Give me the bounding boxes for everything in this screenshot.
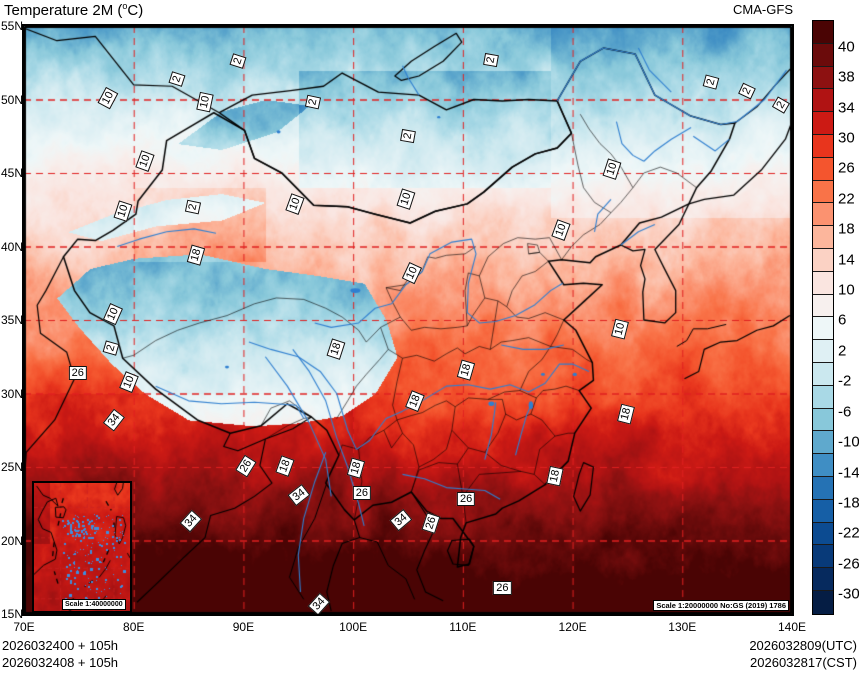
lat-tick-20: 20N	[1, 533, 24, 548]
colorbar-swatch-16	[813, 385, 833, 409]
lat-tick-25: 25N	[1, 460, 24, 474]
contour-label-2-2: 2	[483, 52, 500, 67]
colorbar-swatch-7	[813, 180, 833, 204]
lat-tick-15: 15N	[1, 607, 24, 621]
colorbar-swatch-5	[813, 134, 833, 158]
colorbar-swatch-14	[813, 340, 833, 363]
colorbar-swatch-11	[813, 271, 833, 295]
colorbar-label-10: 10	[838, 281, 855, 299]
colorbar-swatch-20	[813, 476, 833, 500]
colorbar-swatch-0	[813, 21, 833, 44]
colorbar-swatch-8	[813, 203, 833, 227]
colorbar-label-neg18: -18	[838, 494, 859, 512]
contour-label-2-13: 2	[184, 199, 202, 215]
colorbar-swatch-4	[813, 112, 833, 135]
colorbar-label-26: 26	[838, 159, 855, 177]
colorbar-swatch-1	[813, 43, 833, 67]
lat-tick-50: 50N	[1, 92, 24, 107]
colorbar-label-14: 14	[838, 251, 855, 269]
lat-tick-30: 30N	[1, 386, 24, 401]
colorbar-swatch-17	[813, 408, 833, 432]
lon-tick-90: 90E	[232, 620, 255, 634]
temperature-colorbar[interactable]	[812, 20, 834, 615]
colorbar-swatch-15	[813, 362, 833, 386]
valid-time-cst: 2026032817(CST)	[750, 655, 857, 670]
inset-raster	[34, 483, 130, 611]
south-china-sea-inset: Scale 1:40000000	[32, 481, 132, 613]
colorbar-label-neg14: -14	[838, 464, 859, 481]
colorbar-label-6: 6	[838, 311, 847, 329]
valid-time-utc: 2026032809(UTC)	[749, 638, 857, 653]
lat-tick-40: 40N	[1, 239, 24, 254]
colorbar-swatch-10	[813, 248, 833, 272]
model-label: CMA-GFS	[733, 2, 793, 17]
contour-label-2-7: 2	[400, 129, 416, 144]
contour-label-26-37: 26	[352, 486, 372, 501]
colorbar-label-40: 40	[838, 38, 855, 56]
lat-tick-55: 55N	[1, 19, 24, 33]
colorbar-label-2: 2	[838, 342, 847, 360]
lon-tick-70: 70E	[13, 620, 35, 634]
lat-tick-45: 45N	[1, 166, 24, 180]
page-title: Temperature 2M (oC)	[4, 1, 143, 19]
colorbar-label-neg10: -10	[838, 433, 859, 451]
colorbar-label-34: 34	[838, 99, 855, 117]
colorbar-swatch-13	[813, 317, 833, 341]
colorbar-swatch-6	[813, 157, 833, 181]
map-scale-label: Scale 1:20000000 No:GS (2019) 1786	[653, 600, 789, 611]
colorbar-swatch-23	[813, 545, 833, 569]
contour-label-26-22: 26	[68, 365, 87, 380]
colorbar-swatch-2	[813, 66, 833, 90]
init-time-utc: 2026032400 + 105h	[2, 638, 119, 653]
colorbar-swatch-21	[813, 499, 833, 523]
lon-tick-80: 80E	[123, 620, 145, 634]
colorbar-swatch-9	[813, 226, 833, 249]
page-title-unit: C)	[127, 2, 144, 19]
colorbar-swatch-25	[813, 590, 833, 614]
colorbar-swatch-22	[813, 522, 833, 546]
colorbar-label-22: 22	[838, 190, 855, 208]
contour-label-26-38: 26	[457, 492, 476, 507]
temperature-raster	[24, 26, 792, 614]
colorbar-label-30: 30	[838, 129, 855, 147]
contour-label-26-40: 26	[493, 580, 512, 595]
header-bar: Temperature 2M (oC) CMA-GFS	[0, 0, 859, 22]
colorbar-swatch-24	[813, 568, 833, 591]
lon-tick-100: 100E	[339, 620, 368, 634]
inset-scale-label: Scale 1:40000000	[62, 599, 126, 610]
colorbar-label-neg30: -30	[838, 585, 859, 603]
colorbar-label-neg2: -2	[838, 372, 852, 390]
init-time-cst: 2026032408 + 105h	[2, 655, 119, 670]
temperature-map[interactable]: 2 2 2 2 2 2 2 2 10 10 10 10 10 2 10 10 18 10 10 10 10 2 26 10 34…	[22, 24, 794, 616]
colorbar-swatch-12	[813, 294, 833, 318]
colorbar-label-38: 38	[838, 68, 855, 86]
lon-tick-140: 140E	[777, 620, 807, 634]
colorbar-swatch-18	[813, 431, 833, 455]
lon-tick-110: 110E	[449, 620, 477, 634]
lon-tick-130: 130E	[668, 620, 697, 634]
colorbar-swatch-3	[813, 89, 833, 113]
degree-symbol: o	[122, 1, 128, 11]
page-title-text: Temperature 2M (	[4, 2, 123, 19]
colorbar-label-neg6: -6	[838, 403, 852, 421]
colorbar-label-neg26: -26	[838, 555, 859, 573]
lat-tick-35: 35N	[1, 313, 24, 327]
lon-tick-120: 120E	[558, 620, 587, 634]
colorbar-swatch-19	[813, 454, 833, 477]
colorbar-label-18: 18	[838, 220, 855, 238]
colorbar-label-neg22: -22	[838, 524, 859, 542]
